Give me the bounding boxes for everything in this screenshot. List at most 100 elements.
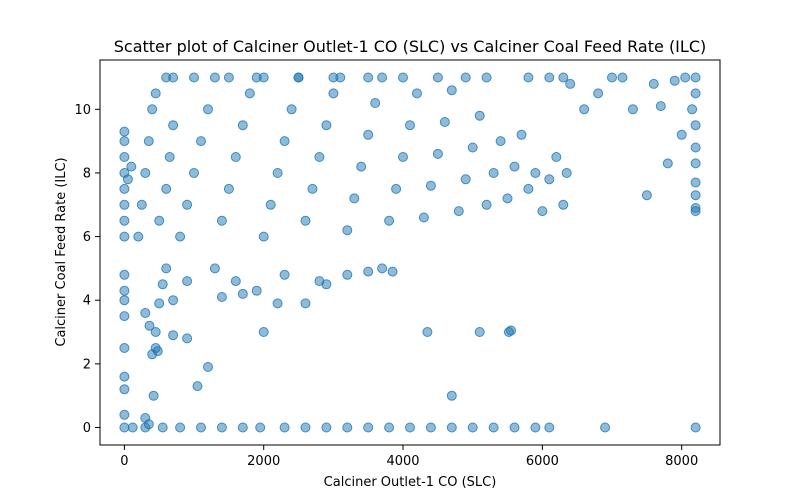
data-point-10 (300, 422, 311, 433)
data-point-106 (279, 136, 290, 147)
data-point-25 (119, 409, 130, 420)
data-point-50 (182, 276, 193, 287)
x-tick-label-2000: 2000 (247, 454, 280, 469)
data-point-113 (328, 88, 339, 99)
data-point-141 (523, 183, 534, 194)
data-point-74 (119, 183, 130, 194)
data-point-63 (342, 269, 353, 280)
data-point-125 (412, 88, 422, 99)
data-point-85 (147, 104, 158, 115)
data-point-70 (314, 276, 325, 287)
data-point-22 (544, 422, 555, 433)
plot-frame (99, 59, 721, 446)
y-tick-label-10: 10 (74, 103, 91, 118)
data-point-24 (690, 422, 701, 433)
data-point-146 (558, 199, 569, 210)
data-point-149 (168, 72, 179, 83)
data-point-121 (384, 215, 395, 226)
data-point-151 (223, 72, 234, 83)
data-point-51 (258, 327, 269, 337)
data-point-142 (530, 168, 541, 178)
data-point-91 (175, 231, 186, 242)
data-point-118 (363, 129, 374, 140)
data-point-42 (154, 298, 165, 309)
data-point-180 (690, 142, 701, 153)
data-point-34 (143, 419, 154, 430)
data-point-112 (321, 120, 332, 131)
data-point-147 (561, 168, 572, 178)
data-point-96 (209, 72, 220, 83)
data-point-169 (641, 190, 652, 201)
data-point-116 (349, 193, 360, 204)
data-point-162 (558, 72, 569, 83)
data-point-120 (377, 72, 388, 83)
data-point-153 (293, 72, 304, 83)
data-point-1 (127, 422, 138, 433)
data-point-49 (161, 263, 172, 274)
data-point-54 (474, 327, 485, 337)
data-point-79 (122, 174, 133, 185)
data-point-60 (272, 298, 283, 309)
data-point-176 (687, 104, 698, 115)
data-point-109 (300, 215, 311, 226)
data-point-124 (405, 120, 415, 131)
data-point-89 (164, 152, 175, 162)
data-point-100 (237, 120, 248, 131)
data-point-164 (579, 104, 590, 115)
data-point-58 (237, 288, 248, 299)
data-point-132 (460, 174, 471, 185)
points-layer (119, 72, 701, 433)
data-point-83 (140, 168, 151, 178)
data-point-9 (279, 422, 290, 433)
data-point-171 (655, 101, 666, 112)
data-point-128 (432, 148, 443, 159)
data-point-47 (168, 295, 179, 306)
data-point-133 (467, 142, 478, 153)
data-point-46 (203, 362, 213, 372)
data-point-103 (258, 231, 269, 242)
data-point-157 (432, 72, 443, 83)
data-point-14 (384, 422, 395, 433)
data-point-6 (216, 422, 227, 433)
data-point-140 (516, 129, 527, 140)
data-point-115 (342, 225, 353, 236)
data-point-90 (168, 120, 179, 131)
data-point-159 (481, 72, 492, 83)
data-point-41 (150, 327, 161, 337)
data-point-158 (460, 72, 471, 83)
y-axis-title: Calciner Coal Feed Rate (ILC) (54, 157, 69, 346)
data-point-59 (251, 285, 262, 296)
data-point-165 (593, 88, 604, 99)
data-point-88 (161, 183, 172, 194)
data-point-66 (387, 266, 398, 277)
data-point-174 (676, 129, 687, 140)
data-point-56 (503, 327, 514, 337)
data-point-126 (418, 212, 429, 223)
data-point-35 (148, 390, 159, 401)
data-point-5 (196, 422, 206, 433)
y-tick-label-4: 4 (83, 294, 91, 309)
data-point-16 (425, 422, 436, 433)
data-point-7 (237, 422, 248, 433)
data-point-144 (544, 174, 555, 185)
data-point-152 (258, 72, 269, 83)
data-point-19 (488, 422, 499, 433)
data-point-0 (119, 422, 130, 433)
data-point-177 (690, 72, 701, 83)
data-point-127 (425, 180, 436, 191)
x-tick-label-4000: 4000 (386, 454, 419, 469)
data-point-94 (196, 136, 206, 147)
x-tick-label-6000: 6000 (526, 454, 559, 469)
data-point-163 (565, 78, 576, 89)
data-point-166 (607, 72, 617, 83)
data-point-119 (370, 98, 381, 108)
data-point-48 (157, 279, 168, 290)
data-point-135 (481, 199, 492, 210)
data-point-68 (230, 276, 241, 287)
data-point-136 (488, 168, 499, 178)
data-point-86 (150, 88, 161, 99)
data-point-12 (342, 422, 353, 433)
y-tick-label-2: 2 (83, 357, 91, 372)
data-point-4 (175, 422, 186, 433)
